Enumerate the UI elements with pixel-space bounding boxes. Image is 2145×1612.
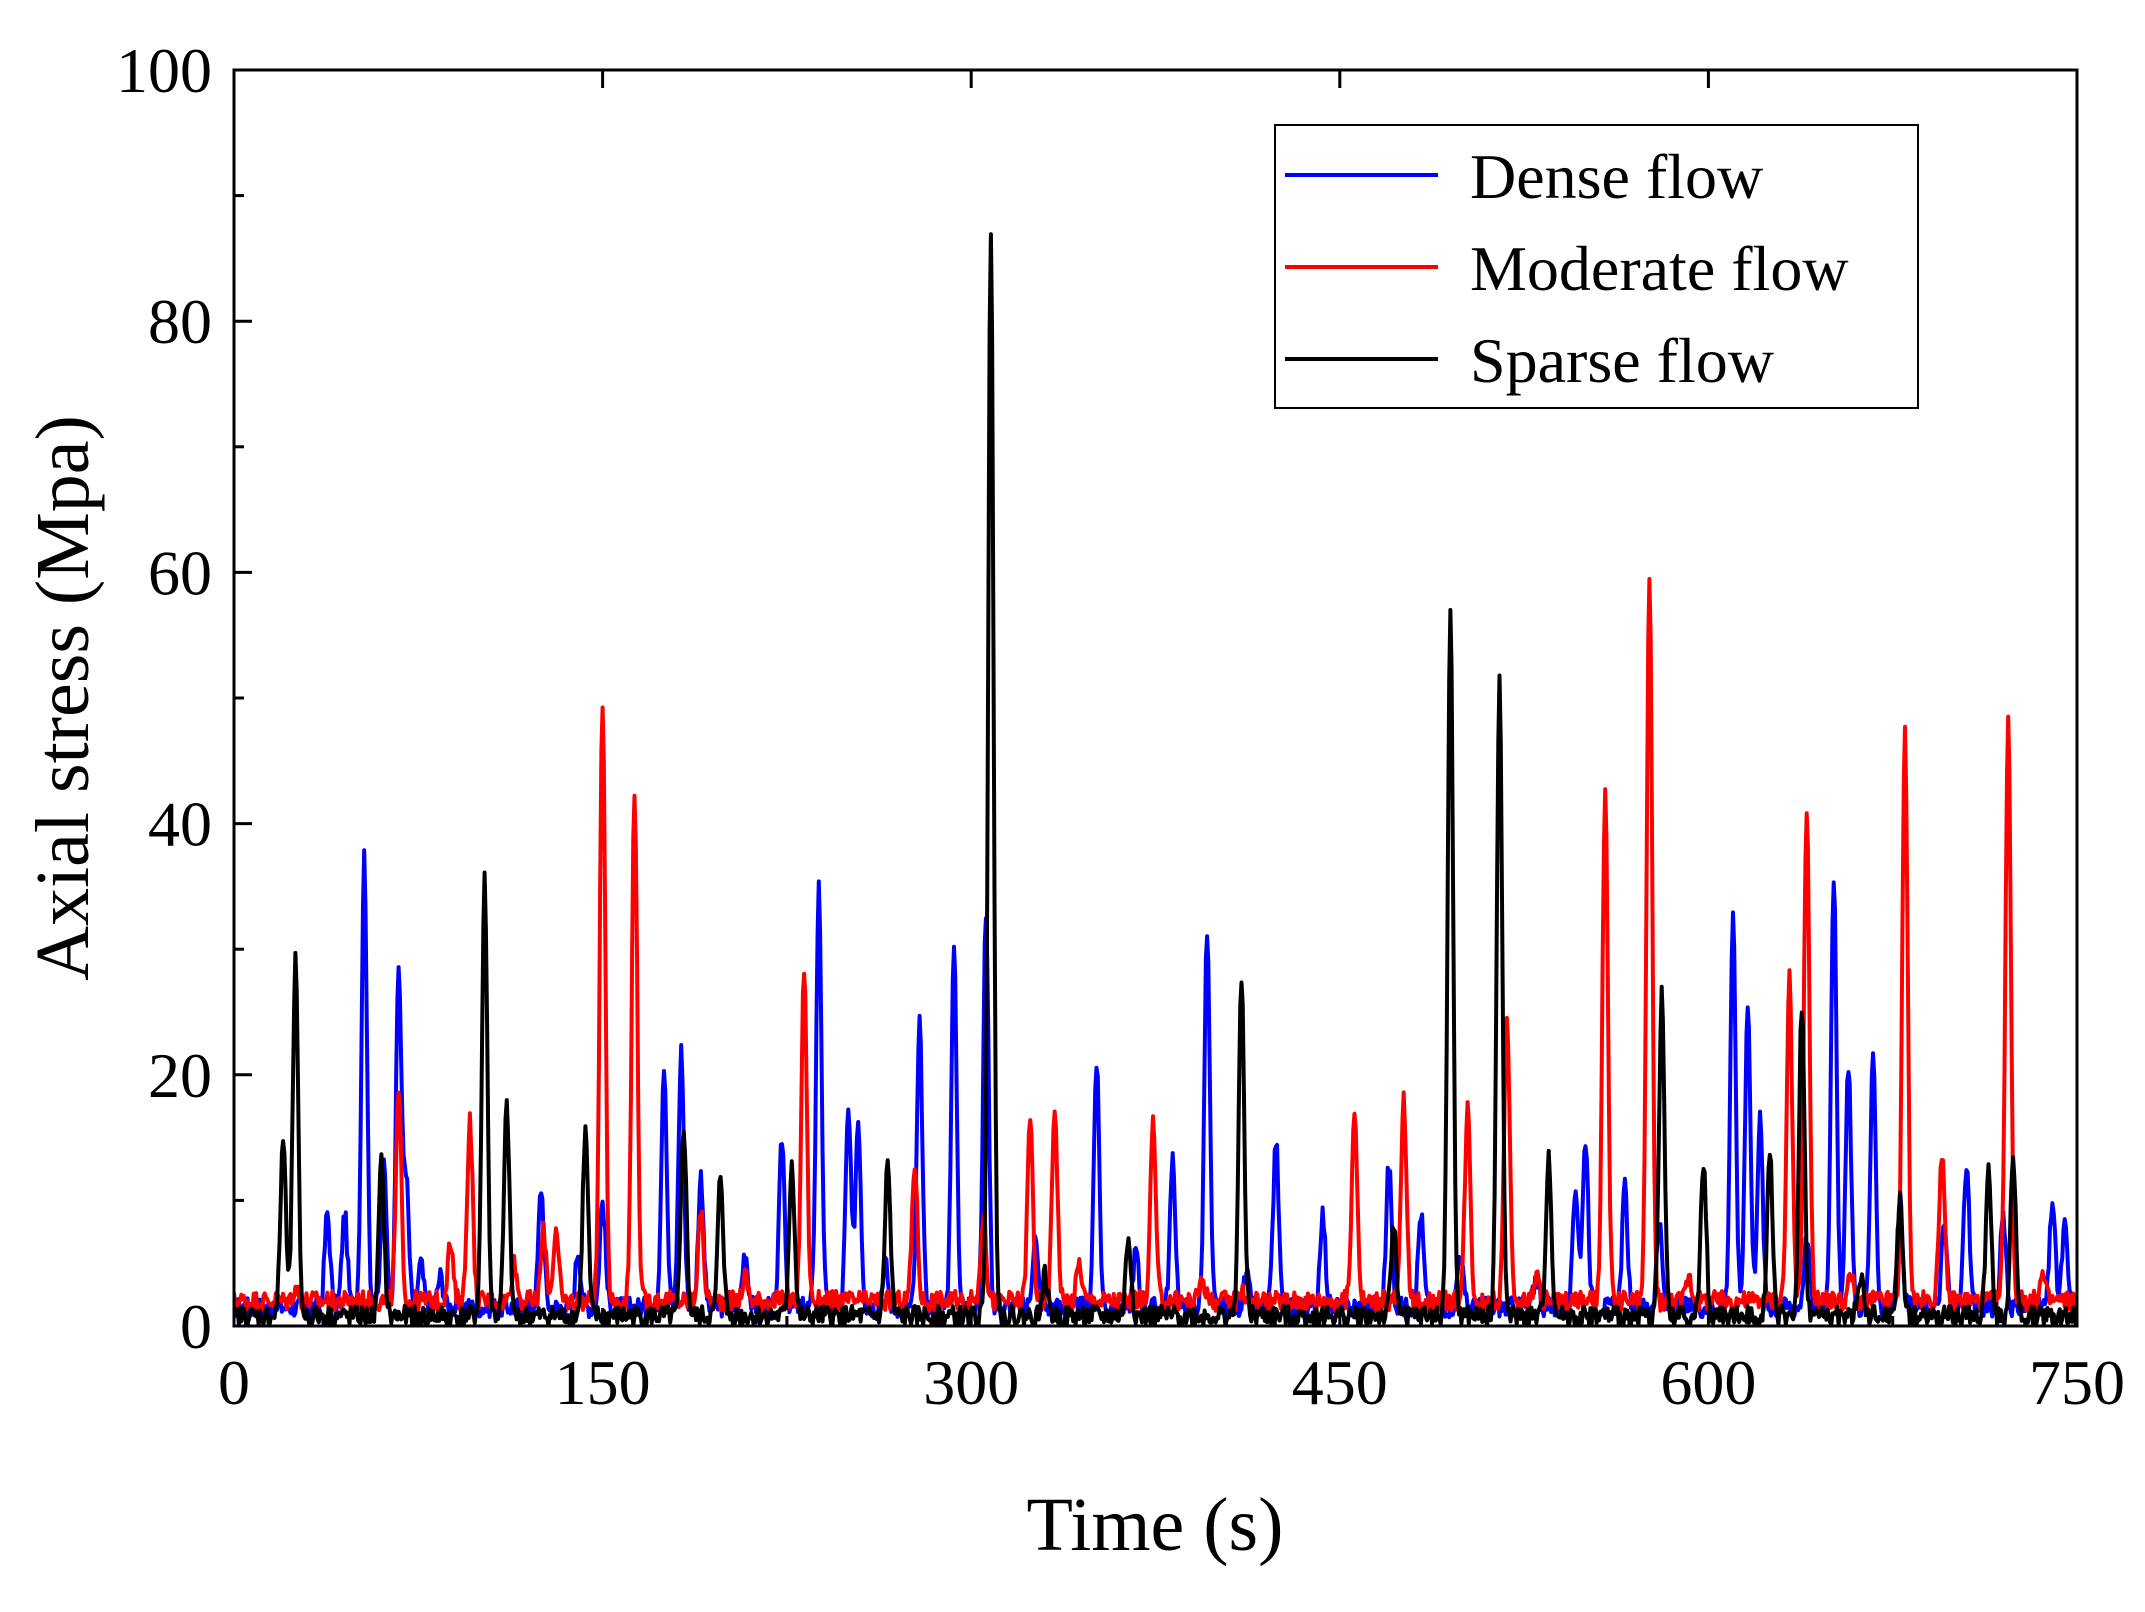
legend-label-dense: Dense flow [1470,141,1763,212]
y-axis: 0 20 40 60 80 100 [116,35,252,1362]
y-axis-title: Axial stress (Mpa) [21,415,105,981]
series-layer [234,232,2077,1326]
y-tick-label: 20 [148,1040,212,1111]
x-tick-label: 450 [1292,1347,1388,1418]
series-line-moderate-flow [234,577,2077,1313]
x-tick-label: 150 [555,1347,651,1418]
y-tick-label: 100 [116,35,212,106]
x-tick-label: 600 [1660,1347,1756,1418]
x-tick-label: 750 [2029,1347,2125,1418]
x-tick-label: 0 [218,1347,250,1418]
y-tick-label: 60 [148,537,212,608]
x-tick-label: 300 [923,1347,1019,1418]
series-line-sparse-flow [234,232,2077,1326]
x-axis: 0 150 300 450 600 750 [218,70,2125,1418]
y-tick-label: 0 [180,1291,212,1362]
legend: Dense flow Moderate flow Sparse flow [1274,124,1919,409]
legend-label-moderate: Moderate flow [1470,233,1849,304]
x-axis-title: Time (s) [1027,1483,1284,1567]
y-tick-label: 80 [148,286,212,357]
legend-label-sparse: Sparse flow [1470,325,1774,396]
y-tick-label: 40 [148,789,212,860]
